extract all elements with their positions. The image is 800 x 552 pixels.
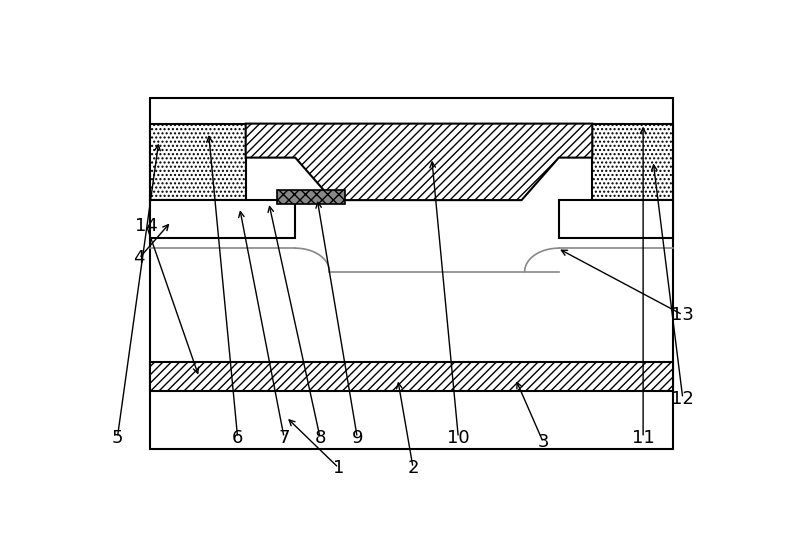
- Bar: [150, 200, 295, 238]
- Text: 5: 5: [112, 429, 123, 447]
- Text: 6: 6: [232, 429, 243, 447]
- Text: 11: 11: [632, 429, 654, 447]
- Text: 1: 1: [333, 459, 344, 477]
- Text: 4: 4: [134, 250, 145, 267]
- Bar: [592, 124, 673, 200]
- Text: 3: 3: [538, 433, 549, 452]
- Bar: [150, 362, 673, 391]
- Bar: [277, 189, 345, 204]
- Text: 9: 9: [351, 429, 363, 447]
- Bar: [150, 98, 673, 449]
- Text: 2: 2: [407, 459, 419, 477]
- Bar: [150, 124, 246, 200]
- Text: 14: 14: [135, 216, 158, 235]
- Text: 12: 12: [671, 390, 694, 407]
- Polygon shape: [246, 124, 592, 200]
- Bar: [558, 200, 673, 238]
- Text: 13: 13: [671, 306, 694, 324]
- Text: 10: 10: [447, 429, 470, 447]
- Text: 7: 7: [278, 429, 290, 447]
- Text: 8: 8: [314, 429, 326, 447]
